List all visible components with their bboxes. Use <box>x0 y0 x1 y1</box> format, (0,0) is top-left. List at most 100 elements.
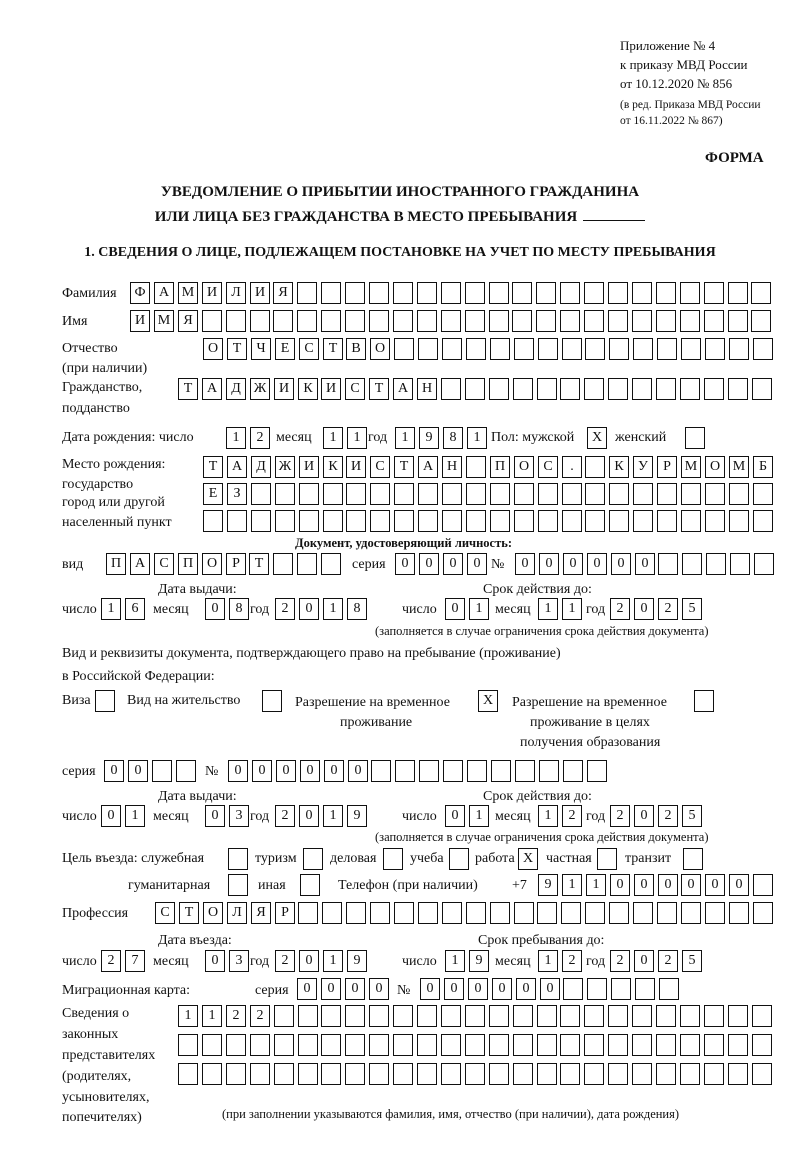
char-cell[interactable] <box>465 378 485 400</box>
char-cell[interactable]: 0 <box>348 760 368 782</box>
char-cell[interactable] <box>537 1034 557 1056</box>
char-cell[interactable]: 0 <box>297 978 317 1000</box>
checkbox[interactable] <box>685 427 705 449</box>
char-cell[interactable] <box>178 1063 198 1085</box>
char-cell[interactable] <box>345 1063 365 1085</box>
char-cell[interactable] <box>394 338 414 360</box>
char-cell[interactable]: И <box>321 378 341 400</box>
char-cell[interactable] <box>704 282 724 304</box>
char-cell[interactable] <box>585 902 605 924</box>
char-cell[interactable]: 9 <box>419 427 439 449</box>
char-cell[interactable]: 1 <box>202 1005 222 1027</box>
char-cell[interactable]: С <box>299 338 319 360</box>
char-cell[interactable] <box>585 338 605 360</box>
char-cell[interactable] <box>442 338 462 360</box>
char-cell[interactable] <box>563 978 583 1000</box>
char-cell[interactable] <box>609 510 629 532</box>
char-cell[interactable]: 1 <box>562 874 582 896</box>
char-cell[interactable]: З <box>227 483 247 505</box>
char-cell[interactable]: 0 <box>492 978 512 1000</box>
char-cell[interactable] <box>584 310 604 332</box>
checkbox[interactable]: X <box>478 690 498 712</box>
char-cell[interactable] <box>298 1063 318 1085</box>
char-cell[interactable]: 0 <box>563 553 583 575</box>
char-cell[interactable] <box>680 378 700 400</box>
char-cell[interactable] <box>489 1063 509 1085</box>
char-cell[interactable] <box>275 510 295 532</box>
checkbox[interactable] <box>228 848 248 870</box>
char-cell[interactable]: П <box>106 553 126 575</box>
char-cell[interactable]: 2 <box>658 598 678 620</box>
char-cell[interactable]: 0 <box>515 553 535 575</box>
char-cell[interactable]: К <box>298 378 318 400</box>
char-cell[interactable] <box>393 310 413 332</box>
char-cell[interactable] <box>560 1034 580 1056</box>
char-cell[interactable] <box>369 310 389 332</box>
char-cell[interactable]: 2 <box>658 805 678 827</box>
char-cell[interactable]: М <box>154 310 174 332</box>
char-cell[interactable] <box>680 310 700 332</box>
char-cell[interactable] <box>728 1063 748 1085</box>
char-cell[interactable]: 0 <box>443 553 463 575</box>
char-cell[interactable] <box>418 902 438 924</box>
char-cell[interactable] <box>704 1034 724 1056</box>
char-cell[interactable] <box>728 310 748 332</box>
char-cell[interactable] <box>323 483 343 505</box>
char-cell[interactable] <box>729 338 749 360</box>
char-cell[interactable] <box>274 1005 294 1027</box>
char-cell[interactable] <box>251 483 271 505</box>
char-cell[interactable] <box>657 483 677 505</box>
char-cell[interactable]: 2 <box>250 427 270 449</box>
char-cell[interactable] <box>537 378 557 400</box>
char-cell[interactable]: 0 <box>444 978 464 1000</box>
char-cell[interactable] <box>706 553 726 575</box>
char-cell[interactable]: Н <box>442 456 462 478</box>
char-cell[interactable] <box>298 1034 318 1056</box>
char-cell[interactable] <box>441 310 461 332</box>
char-cell[interactable] <box>514 902 534 924</box>
char-cell[interactable]: 1 <box>323 427 343 449</box>
char-cell[interactable]: 0 <box>611 553 631 575</box>
char-cell[interactable] <box>658 553 678 575</box>
char-cell[interactable] <box>562 338 582 360</box>
char-cell[interactable] <box>321 1063 341 1085</box>
char-cell[interactable] <box>465 1063 485 1085</box>
char-cell[interactable] <box>560 282 580 304</box>
char-cell[interactable] <box>226 1063 246 1085</box>
char-cell[interactable]: 1 <box>347 427 367 449</box>
char-cell[interactable] <box>729 902 749 924</box>
char-cell[interactable] <box>633 902 653 924</box>
char-cell[interactable]: П <box>178 553 198 575</box>
char-cell[interactable] <box>465 1005 485 1027</box>
char-cell[interactable] <box>226 1034 246 1056</box>
char-cell[interactable] <box>370 902 390 924</box>
char-cell[interactable] <box>632 310 652 332</box>
char-cell[interactable] <box>656 1034 676 1056</box>
char-cell[interactable]: 2 <box>610 805 630 827</box>
char-cell[interactable]: А <box>202 378 222 400</box>
char-cell[interactable]: Т <box>203 456 223 478</box>
char-cell[interactable]: Ж <box>250 378 270 400</box>
char-cell[interactable] <box>753 902 773 924</box>
char-cell[interactable] <box>729 510 749 532</box>
char-cell[interactable] <box>513 1063 533 1085</box>
char-cell[interactable]: 0 <box>445 598 465 620</box>
char-cell[interactable]: У <box>633 456 653 478</box>
char-cell[interactable]: 6 <box>125 598 145 620</box>
char-cell[interactable] <box>465 282 485 304</box>
char-cell[interactable]: В <box>346 338 366 360</box>
char-cell[interactable] <box>680 282 700 304</box>
char-cell[interactable] <box>371 760 391 782</box>
char-cell[interactable]: 2 <box>562 950 582 972</box>
char-cell[interactable]: И <box>250 282 270 304</box>
char-cell[interactable]: А <box>227 456 247 478</box>
char-cell[interactable] <box>417 1005 437 1027</box>
char-cell[interactable]: 0 <box>420 978 440 1000</box>
char-cell[interactable] <box>297 553 317 575</box>
char-cell[interactable]: 2 <box>658 950 678 972</box>
char-cell[interactable] <box>442 510 462 532</box>
char-cell[interactable]: О <box>202 553 222 575</box>
char-cell[interactable]: А <box>393 378 413 400</box>
char-cell[interactable]: 0 <box>104 760 124 782</box>
char-cell[interactable]: 1 <box>178 1005 198 1027</box>
